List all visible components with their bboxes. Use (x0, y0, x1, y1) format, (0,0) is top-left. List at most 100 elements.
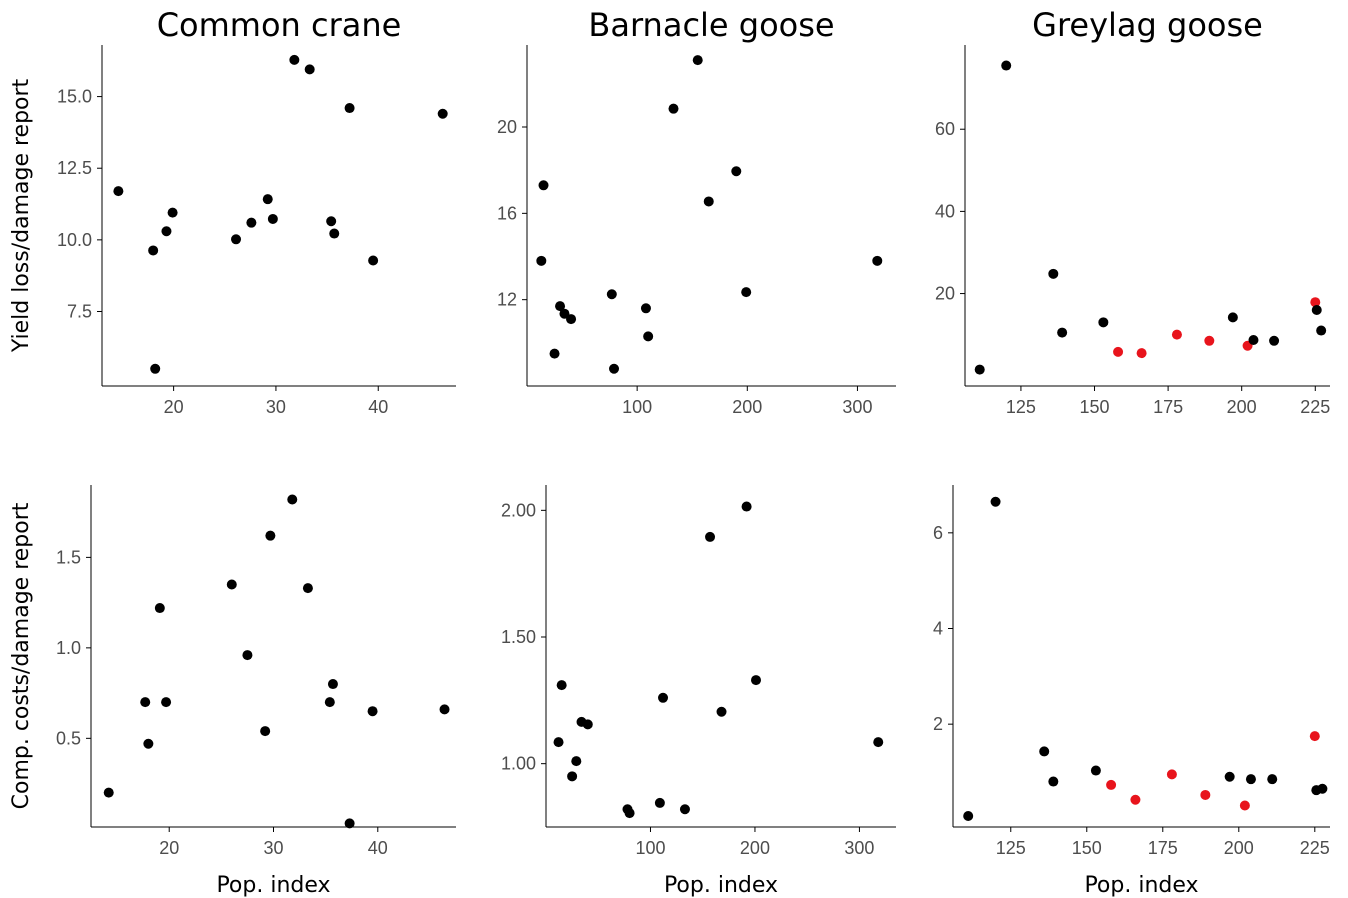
data-point (231, 234, 242, 245)
data-point (344, 818, 355, 829)
data-point (536, 255, 547, 266)
data-point (1001, 60, 1012, 71)
x-tick-label: 150 (1079, 397, 1109, 417)
data-point (741, 287, 752, 298)
data-point (1227, 312, 1238, 323)
x-tick-label: 200 (732, 397, 762, 417)
y-tick-label: 0.5 (56, 728, 81, 748)
data-point (1204, 335, 1215, 346)
data-point (1098, 317, 1109, 328)
y-tick-label: 16 (497, 203, 517, 223)
x-tick-label: 175 (1153, 397, 1183, 417)
x-tick-label: 20 (164, 397, 184, 417)
data-point (262, 194, 273, 205)
data-point (1316, 325, 1327, 336)
data-point (1113, 346, 1124, 357)
data-point (302, 583, 313, 594)
y-axis-title: Comp. costs/damage report (9, 502, 34, 809)
data-point (437, 108, 448, 119)
data-point (716, 706, 727, 717)
data-point (567, 771, 578, 782)
data-point (161, 226, 172, 237)
data-point (1090, 765, 1101, 776)
data-point (1106, 779, 1117, 790)
data-point (1171, 329, 1182, 340)
data-point (167, 207, 178, 218)
x-tick-label: 200 (1224, 838, 1254, 858)
data-point (559, 308, 570, 319)
x-tick-label: 30 (266, 397, 286, 417)
data-point (344, 103, 355, 114)
data-point (1130, 794, 1141, 805)
x-tick-label: 30 (263, 838, 283, 858)
data-point (741, 501, 752, 512)
data-point (265, 530, 276, 541)
data-point (1048, 268, 1059, 279)
panel-6: 125 150 175 200 225 2 4 6 Pop. index (933, 485, 1330, 898)
data-point (555, 301, 566, 312)
data-point (327, 679, 338, 690)
data-point (1248, 334, 1259, 345)
data-point (679, 804, 690, 815)
data-point (1267, 774, 1278, 785)
y-tick-label: 20 (497, 117, 517, 137)
data-point (242, 650, 253, 661)
data-point (148, 245, 159, 256)
data-point (367, 706, 378, 717)
data-point (143, 738, 154, 749)
data-point (609, 363, 620, 374)
x-axis-title: Pop. index (1084, 873, 1198, 898)
data-point (246, 217, 257, 228)
data-point (668, 103, 679, 114)
data-point (606, 289, 617, 300)
data-point (566, 314, 577, 325)
data-point (1224, 771, 1235, 782)
panel-4: 20 30 40 0.5 1.0 1.5 Pop. index Comp. costs/dam… (9, 485, 456, 898)
data-point (289, 54, 300, 65)
x-tick-label: 175 (1148, 838, 1178, 858)
y-tick-label: 1.50 (501, 627, 536, 647)
x-tick-label: 225 (1300, 397, 1330, 417)
y-axis-title: Yield loss/damage report (9, 78, 34, 353)
panel-2: 100 200 300 12 16 20 Barnacle goose (497, 6, 896, 417)
y-tick-label: 1.5 (56, 547, 81, 567)
data-point (140, 697, 151, 708)
data-point (582, 719, 593, 730)
data-point (873, 737, 884, 748)
y-tick-label: 7.5 (67, 301, 92, 321)
data-point (1310, 297, 1321, 308)
data-point (1311, 304, 1322, 315)
data-point (643, 331, 654, 342)
data-point (549, 348, 560, 359)
y-tick-label: 1.00 (501, 754, 536, 774)
data-point (703, 196, 714, 207)
data-point (287, 494, 298, 505)
x-tick-label: 100 (622, 397, 652, 417)
x-axis-title: Pop. index (664, 873, 778, 898)
data-point (113, 186, 124, 197)
panel-5: 100 200 300 1.00 1.50 2.00 Pop. index (501, 485, 896, 898)
x-axis-title: Pop. index (216, 873, 330, 898)
x-tick-label: 200 (1227, 397, 1257, 417)
data-point (872, 255, 883, 266)
data-point (963, 810, 974, 821)
data-point (640, 303, 651, 314)
y-tick-label: 40 (935, 201, 955, 221)
data-point (974, 364, 985, 375)
x-tick-label: 300 (844, 838, 874, 858)
data-point (1136, 348, 1147, 359)
data-point (439, 704, 450, 715)
data-point (226, 579, 237, 590)
data-point (624, 808, 635, 819)
data-point (368, 255, 379, 266)
data-point (150, 363, 161, 374)
data-point (654, 797, 665, 808)
data-point (556, 680, 567, 691)
y-tick-label: 20 (935, 284, 955, 304)
data-point (103, 787, 114, 798)
data-point (731, 166, 742, 177)
panel-title: Barnacle goose (588, 6, 834, 44)
data-point (1166, 769, 1177, 780)
x-tick-label: 300 (842, 397, 872, 417)
x-tick-label: 225 (1300, 838, 1330, 858)
